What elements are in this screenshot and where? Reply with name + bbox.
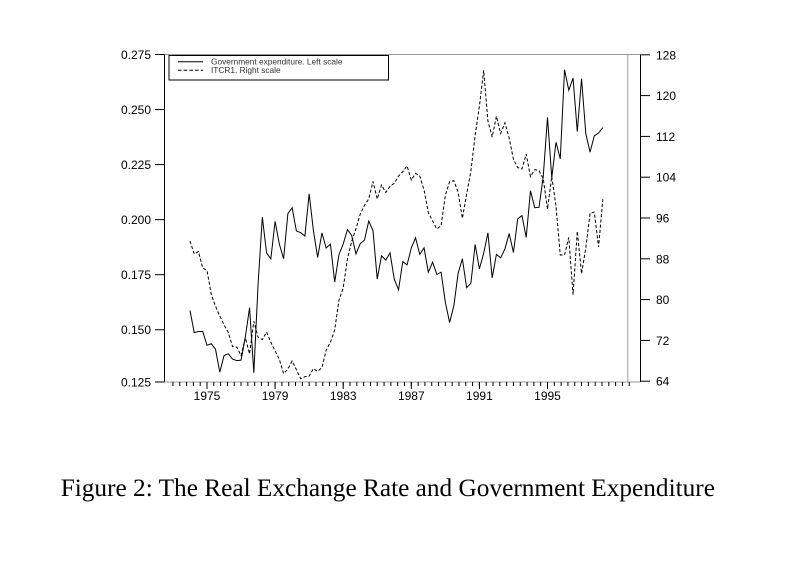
svg-text:1995: 1995 xyxy=(534,389,561,403)
svg-text:1991: 1991 xyxy=(466,389,493,403)
svg-text:104: 104 xyxy=(656,171,676,185)
svg-text:72: 72 xyxy=(656,334,670,348)
svg-text:128: 128 xyxy=(656,48,676,62)
svg-text:ITCR1. Right scale: ITCR1. Right scale xyxy=(211,65,281,75)
svg-text:64: 64 xyxy=(656,375,670,389)
svg-text:88: 88 xyxy=(656,252,670,266)
svg-text:80: 80 xyxy=(656,293,670,307)
svg-text:1987: 1987 xyxy=(398,389,425,403)
svg-text:1979: 1979 xyxy=(262,389,289,403)
svg-text:0.200: 0.200 xyxy=(121,213,151,227)
svg-text:1975: 1975 xyxy=(194,389,221,403)
svg-text:0.125: 0.125 xyxy=(121,376,151,390)
svg-text:0.275: 0.275 xyxy=(121,48,151,62)
svg-text:112: 112 xyxy=(656,130,675,144)
svg-text:96: 96 xyxy=(656,212,670,226)
svg-text:0.250: 0.250 xyxy=(121,103,151,117)
svg-text:0.225: 0.225 xyxy=(121,158,151,172)
svg-text:0.175: 0.175 xyxy=(121,268,151,282)
svg-text:0.150: 0.150 xyxy=(121,323,151,337)
svg-text:120: 120 xyxy=(656,89,676,103)
svg-text:1983: 1983 xyxy=(330,389,357,403)
